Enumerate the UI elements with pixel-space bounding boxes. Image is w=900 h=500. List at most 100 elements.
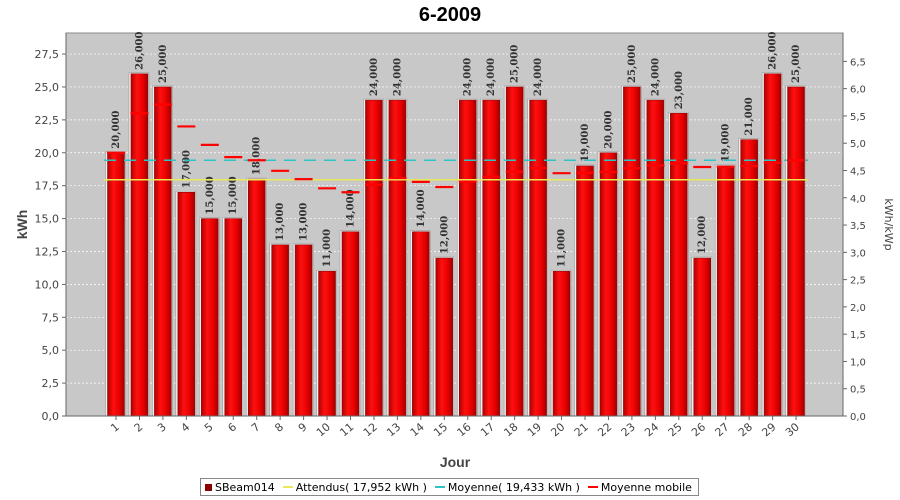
x-tick-label: 2 [132,420,146,434]
chart-title: 6-2009 [419,4,481,26]
legend-item-moyenne-mobile: Moyenne mobile [587,480,692,494]
y2-tick-label: 2,5 [850,276,866,287]
x-tick-label: 9 [296,420,310,434]
x-tick-label: 22 [595,420,614,439]
bar [388,99,407,417]
x-tick-label: 24 [642,420,661,439]
legend-item-attendus: Attendus( 17,952 kWh ) [282,481,427,494]
bar-value-label: 25,000 [510,45,521,83]
legend-item-moyenne: Moyenne( 19,433 kWh ) [434,480,580,494]
x-tick-label: 30 [783,420,802,439]
y-tick-label: 20,0 [35,147,60,160]
bar-value-label: 21,000 [744,97,755,135]
y2-tick-label: 3,0 [850,248,866,259]
y-tick-label: 12,5 [35,245,60,258]
y-tick-label: 7,5 [42,311,60,324]
x-tick-label: 18 [501,420,520,439]
bar-value-label: 25,000 [627,45,638,83]
bar-value-label: 26,000 [134,31,145,69]
bar [529,99,547,417]
x-tick-label: 3 [155,420,169,434]
bar [599,152,618,417]
bar [177,192,196,417]
y2-axis-title: kWh/kWp [882,198,895,250]
bar [341,231,360,417]
x-tick-label: 17 [478,420,497,439]
x-tick-label: 28 [736,420,755,439]
legend-label-moyenne: Moyenne( 19,433 kWh ) [447,480,580,494]
y-tick-label: 17,5 [35,180,60,193]
bar-value-label: 13,000 [299,203,310,241]
bar [623,86,641,417]
x-tick-label: 7 [249,420,263,434]
bar-value-label: 23,000 [674,71,685,109]
bar [224,218,242,417]
x-tick-label: 21 [572,420,591,439]
legend-swatch-attendus [282,486,293,488]
bar-value-label: 24,000 [533,58,544,96]
bar-value-label: 17,000 [181,150,192,188]
y2-tick-label: 3,5 [850,221,866,232]
bar [318,270,336,417]
bar [693,257,711,417]
bar [247,178,266,417]
x-tick-label: 8 [272,420,286,434]
x-tick-label: 27 [713,420,732,439]
x-tick-label: 20 [548,420,567,439]
x-tick-label: 19 [525,420,544,439]
bar-value-label: 24,000 [486,58,497,96]
y-tick-label: 27,5 [35,48,60,61]
bar-value-label: 15,000 [228,176,239,214]
x-tick-label: 4 [179,420,193,434]
bar [412,231,430,417]
y-axis-title: kWh [14,210,30,240]
bar-value-label: 20,000 [111,110,122,148]
bar-value-label: 12,000 [697,216,708,254]
bar-value-label: 24,000 [650,58,661,96]
bar [716,165,735,417]
y2-tick-label: 5,5 [850,112,866,123]
bar-value-label: 15,000 [205,176,216,214]
bar [107,152,125,417]
bar [763,73,782,417]
y-tick-label: 10,0 [35,278,60,291]
y2-tick-label: 5,0 [850,139,866,150]
bar-value-label: 26,000 [768,31,779,69]
x-tick-label: 12 [361,420,380,439]
bar-value-label: 24,000 [463,58,474,96]
bar-value-label: 18,000 [252,137,263,175]
bar [130,73,149,417]
legend-label-moyenne-mobile: Moyenne mobile [600,480,692,494]
bar-value-label: 11,000 [557,229,568,267]
x-tick-label: 1 [108,420,122,434]
x-tick-label: 5 [202,420,216,434]
bar [646,99,665,417]
bar [482,99,500,417]
y2-tick-label: 0,5 [850,385,866,396]
x-tick-label: 13 [384,420,403,439]
bar [201,218,219,417]
bar-value-label: 14,000 [346,189,357,227]
y2-tick-label: 2,0 [850,303,866,314]
y-tick-label: 2,5 [42,377,60,390]
bar-value-label: 19,000 [580,124,591,162]
y-tick-label: 0,0 [42,410,60,423]
bar-value-label: 14,000 [416,189,427,227]
y2-tick-label: 4,5 [850,166,866,177]
bar [435,257,454,417]
bar [787,86,805,417]
x-tick-label: 29 [759,420,778,439]
bar-value-label: 24,000 [369,58,380,96]
x-tick-label: 6 [225,420,239,434]
bar [505,86,524,417]
bar [552,270,571,417]
bar [459,99,477,417]
bar [670,113,688,417]
bar-value-label: 12,000 [439,216,450,254]
bar-value-label: 11,000 [322,229,333,267]
legend-swatch-sbeam014 [205,483,212,491]
y-tick-label: 15,0 [35,213,60,226]
bar-value-label: 25,000 [791,45,802,83]
